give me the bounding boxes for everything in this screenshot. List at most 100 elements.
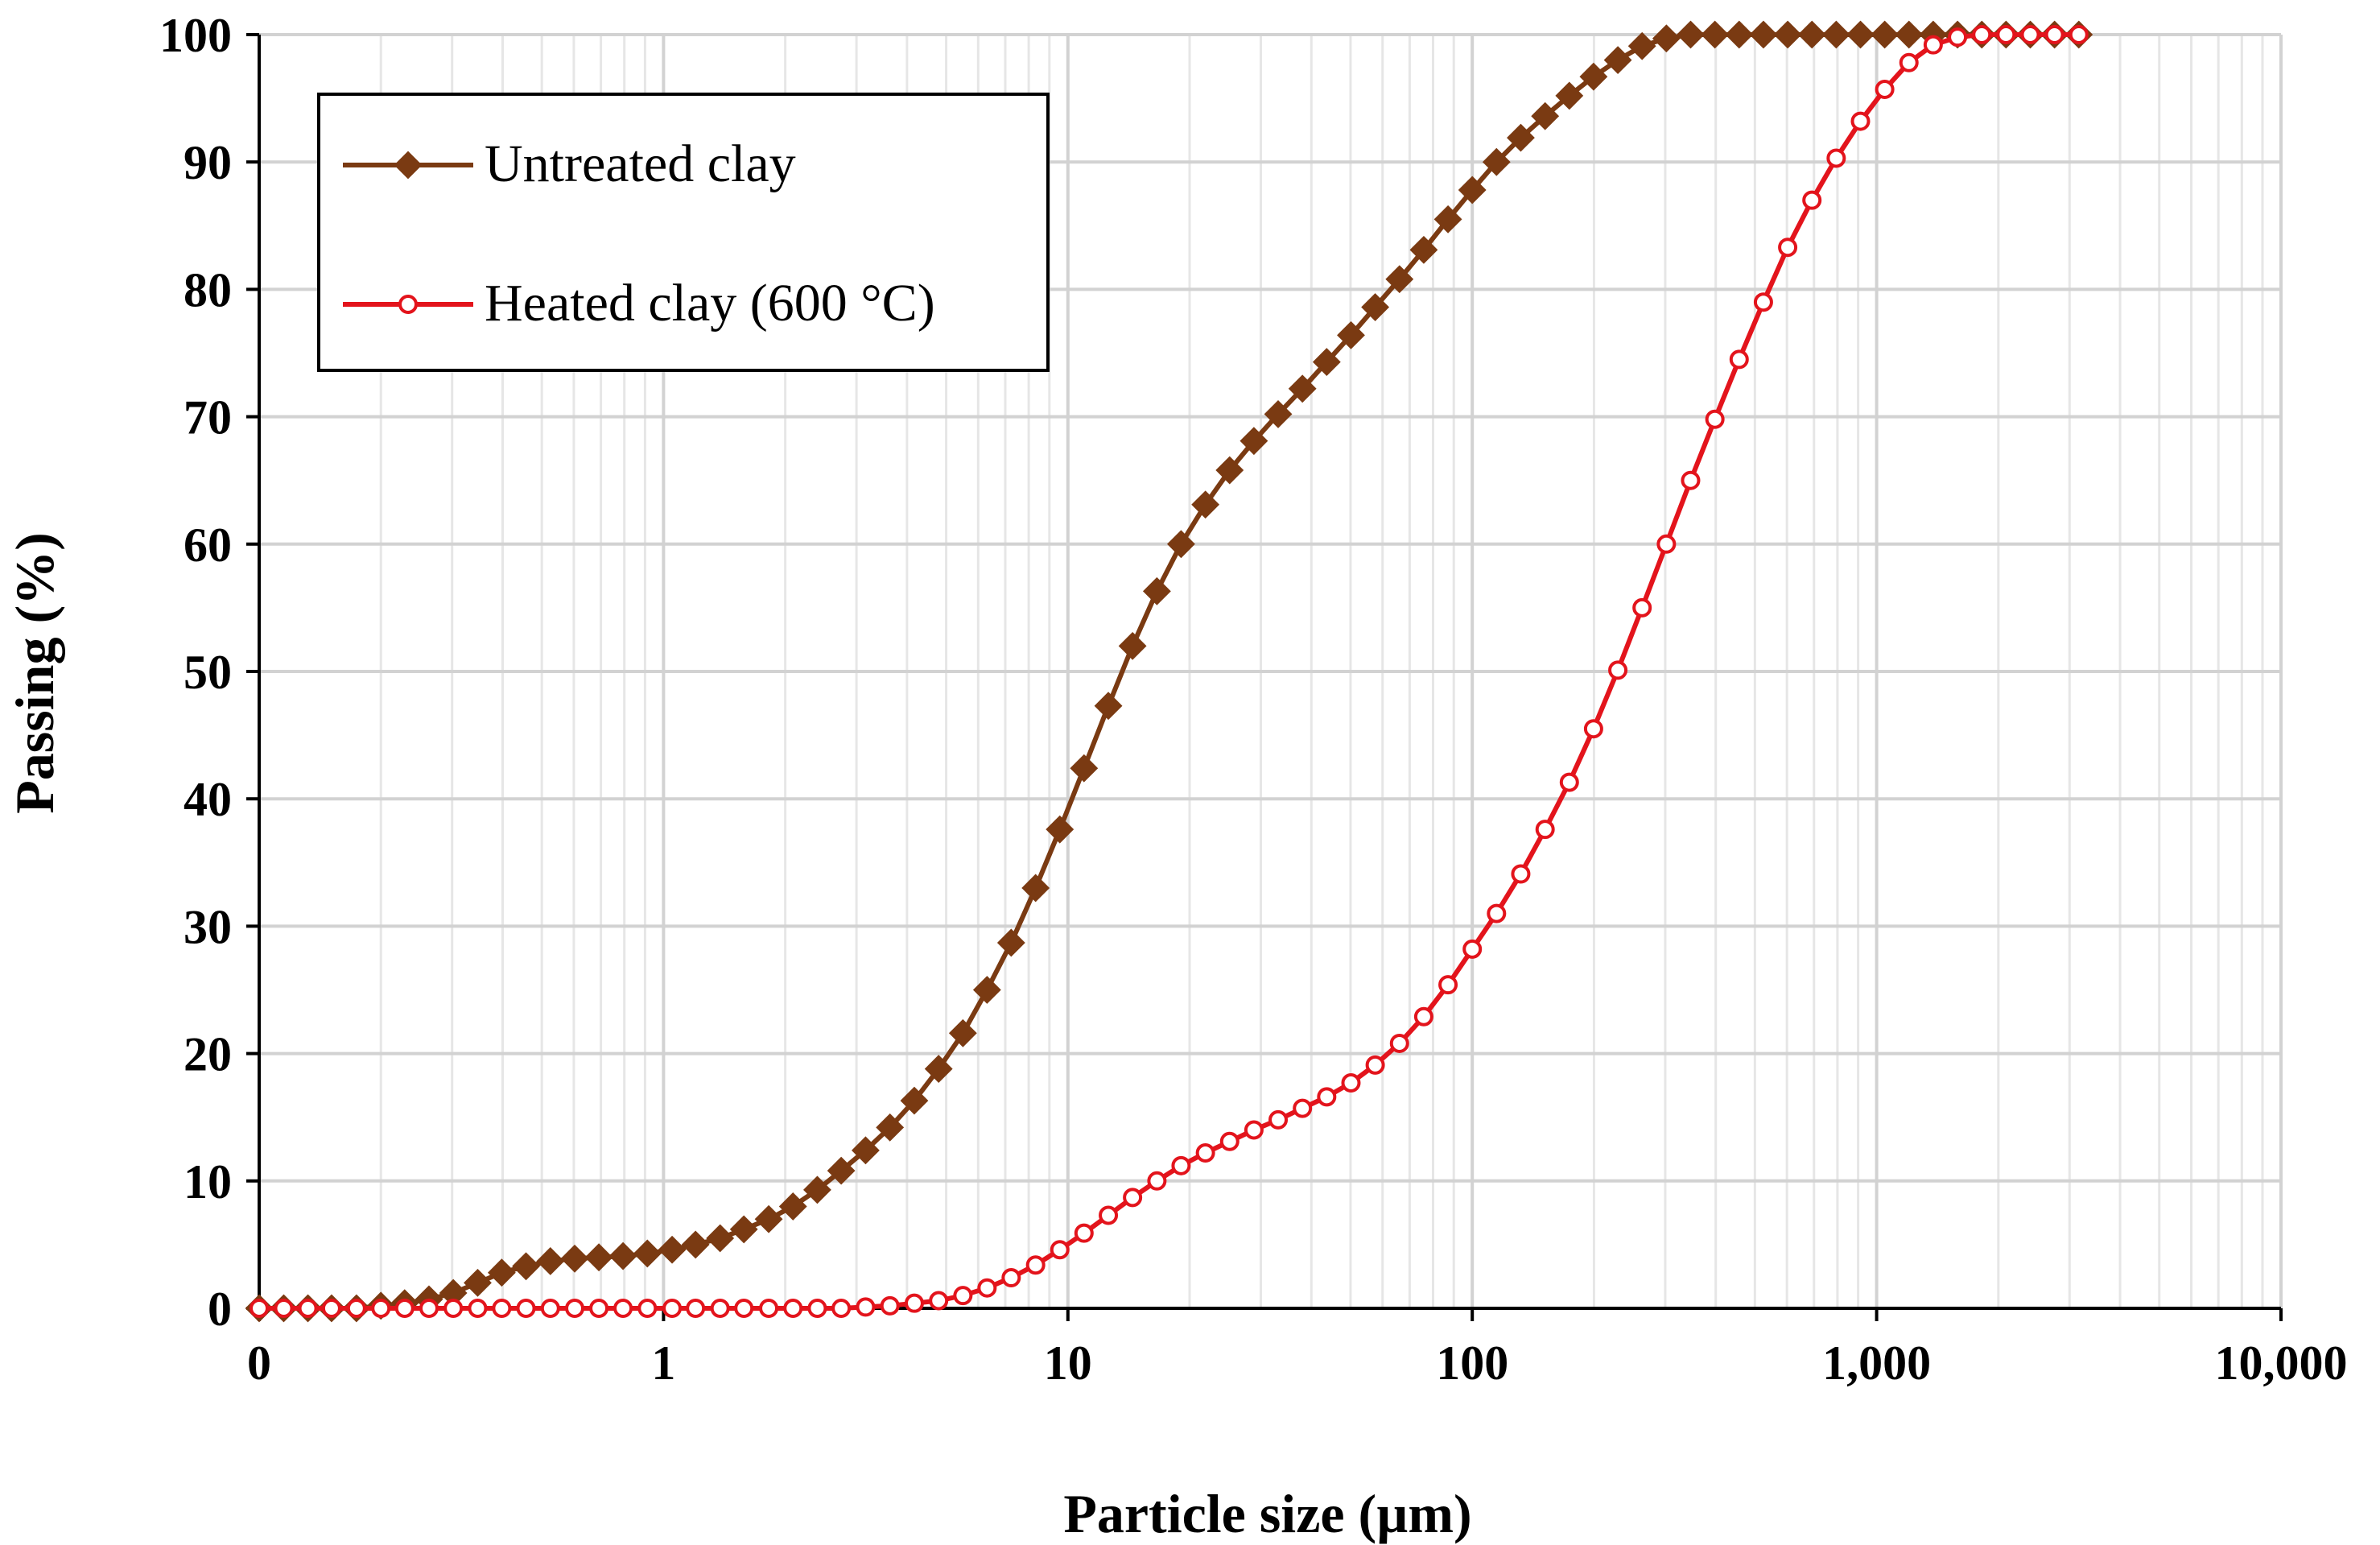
data-point (1773, 20, 1802, 49)
data-point (1603, 46, 1632, 75)
legend-swatch-marker (398, 295, 418, 314)
data-point (1462, 939, 1483, 959)
data-point (1070, 754, 1099, 783)
y-tick-label: 0 (208, 1283, 232, 1336)
data-point (734, 1299, 754, 1318)
data-point (540, 1299, 560, 1318)
data-point (929, 1291, 949, 1311)
data-point (1409, 235, 1438, 264)
data-point (608, 1241, 637, 1270)
data-point (613, 1299, 633, 1318)
data-point (876, 1113, 905, 1142)
data-point (900, 1086, 929, 1115)
data-point (1850, 111, 1871, 131)
data-point (1996, 25, 2016, 44)
data-point (589, 1299, 609, 1318)
data-point (346, 1299, 366, 1318)
data-point (1871, 20, 1899, 49)
data-point (1074, 1223, 1094, 1243)
legend-label-heated-clay: Heated clay (600 °C) (485, 274, 935, 333)
tick-labels: 0 10 20 30 40 50 60 70 80 90 100 0 1 10 100 1,000 10,000 (159, 9, 2348, 1390)
x-tick-label: 100 (1436, 1336, 1508, 1390)
data-point (1656, 534, 1677, 554)
data-point (1293, 1098, 1313, 1118)
data-point (1579, 62, 1608, 91)
data-point (516, 1299, 536, 1318)
x-tick-label: 1,000 (1822, 1336, 1931, 1390)
data-point (1535, 820, 1555, 840)
y-tick-label: 50 (184, 646, 232, 699)
data-point (1753, 292, 1773, 312)
data-point (1244, 1120, 1264, 1140)
data-point (1821, 20, 1850, 49)
data-point (1389, 1033, 1409, 1053)
data-point (1482, 147, 1511, 176)
data-point (1317, 1087, 1337, 1107)
data-point (1555, 81, 1584, 110)
y-tick-label: 70 (184, 391, 232, 444)
data-point (1433, 204, 1462, 233)
data-point (1341, 1072, 1361, 1093)
data-point (783, 1299, 803, 1318)
data-point (1583, 719, 1603, 739)
data-point (1681, 470, 1701, 490)
data-point (1021, 874, 1050, 903)
data-point (1608, 660, 1628, 680)
data-point (443, 1299, 464, 1318)
data-point (662, 1299, 683, 1318)
data-point (803, 1175, 831, 1204)
legend-label-untreated-clay: Untreated clay (485, 134, 796, 193)
data-point (512, 1252, 540, 1281)
y-tick-label: 100 (159, 9, 232, 62)
data-point (1705, 409, 1725, 429)
data-point (321, 1299, 341, 1318)
data-point (706, 1224, 735, 1253)
data-point (1001, 1268, 1021, 1288)
plot-area (245, 20, 2093, 1323)
data-point (250, 1299, 269, 1318)
data-point (807, 1299, 827, 1318)
data-point (1923, 35, 1943, 55)
data-point (948, 1018, 977, 1047)
data-point (1487, 903, 1507, 923)
data-point (1632, 597, 1652, 618)
data-point (1895, 20, 1924, 49)
x-tick-label: 1 (651, 1336, 675, 1390)
data-point (729, 1215, 758, 1244)
series-heated-clay (250, 25, 2089, 1318)
data-point (852, 1136, 880, 1165)
data-point (468, 1299, 488, 1318)
data-point (1268, 1109, 1289, 1130)
data-point (1312, 348, 1341, 376)
data-point (759, 1299, 779, 1318)
data-point (1846, 20, 1875, 49)
data-point (856, 1297, 876, 1317)
data-point (1972, 25, 1992, 44)
data-point (754, 1204, 783, 1233)
data-point (633, 1239, 662, 1268)
data-point (1123, 1188, 1143, 1208)
y-axis-title: Passing (%) (4, 532, 65, 813)
data-point (924, 1055, 953, 1083)
data-point (1288, 374, 1317, 403)
data-point (1875, 80, 1895, 100)
data-point (1365, 1055, 1385, 1075)
data-point (2044, 25, 2064, 44)
data-point (1802, 190, 1822, 210)
data-point (1337, 320, 1365, 349)
data-point (1899, 52, 1919, 72)
y-tick-label: 40 (184, 773, 232, 826)
data-point (560, 1244, 589, 1273)
legend-item-untreated-clay (343, 151, 473, 180)
data-point (1677, 20, 1705, 49)
data-point (536, 1247, 565, 1275)
data-point (584, 1243, 613, 1272)
data-point (1797, 20, 1826, 49)
data-point (1826, 148, 1846, 168)
data-point (1385, 265, 1414, 294)
data-point (1778, 238, 1798, 258)
data-point (274, 1299, 294, 1318)
data-point (996, 928, 1025, 957)
data-point (1147, 1171, 1167, 1191)
data-point (1118, 631, 1147, 660)
